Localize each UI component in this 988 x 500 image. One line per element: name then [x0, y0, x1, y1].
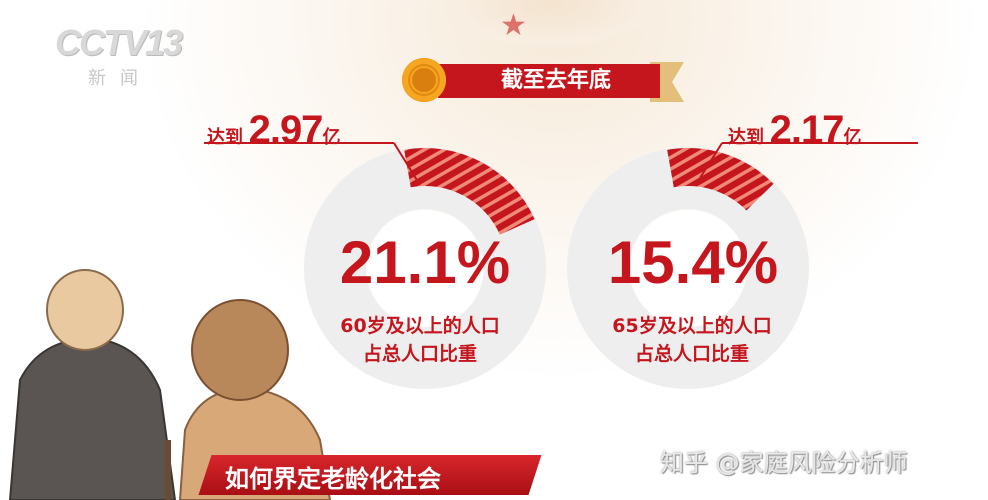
leader-line-2 — [699, 142, 723, 179]
leader-line-1 — [393, 142, 421, 186]
description-line: 占总人口比重 — [634, 343, 749, 365]
date-banner: 截至去年底 — [438, 64, 660, 98]
description-line: 60岁及以上的人口 — [340, 315, 500, 337]
star-icon: ★ — [500, 8, 527, 43]
elderly-couple-illustration — [8, 269, 332, 500]
leader-line — [722, 142, 918, 144]
description-1: 60岁及以上的人口 占总人口比重 — [290, 312, 550, 368]
channel-logo-sub: 新闻 — [88, 68, 152, 89]
reach-label-1: 达到 2.97亿 — [207, 108, 340, 153]
reach-prefix: 达到 — [728, 127, 764, 148]
donut-slice-1 — [404, 148, 535, 235]
reach-prefix: 达到 — [207, 127, 243, 148]
watermark: 知乎 @家庭风险分析师 — [660, 449, 908, 477]
percent-label-1: 21.1% — [339, 229, 511, 296]
description-line: 65岁及以上的人口 — [612, 315, 772, 337]
description-2: 65岁及以上的人口 占总人口比重 — [562, 312, 822, 368]
percent-label-2: 15.4% — [607, 229, 779, 296]
description-line: 占总人口比重 — [362, 343, 477, 365]
channel-logo: CCTV13 — [55, 22, 183, 63]
medal-icon — [402, 58, 446, 102]
donut-slice-2 — [667, 148, 774, 211]
leader-line — [204, 142, 394, 144]
reach-unit: 亿 — [322, 127, 341, 148]
reach-value: 2.97 — [248, 108, 324, 152]
donut-hole-1 — [367, 210, 483, 326]
reach-unit: 亿 — [843, 127, 862, 148]
reach-label-2: 达到 2.17亿 — [728, 108, 861, 153]
subtitle-text: 如何界定老龄化社会 — [225, 465, 441, 493]
reach-value: 2.17 — [769, 108, 845, 152]
donut-hole-2 — [630, 210, 746, 326]
